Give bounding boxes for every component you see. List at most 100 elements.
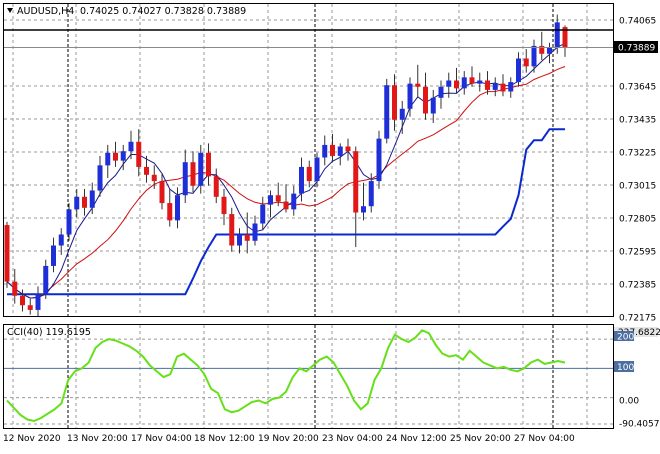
bull-candle-body	[74, 196, 80, 210]
bear-candle-body	[27, 305, 33, 310]
time-label: 13 Nov 20:00	[67, 434, 128, 444]
bear-candle-body	[20, 295, 25, 306]
cci-level-200-label: 200	[617, 333, 634, 343]
bull-candle-body	[337, 146, 343, 156]
cci-level-100-badge	[614, 361, 634, 372]
time-label: 18 Nov 12:00	[194, 434, 255, 444]
bull-candle-body	[182, 162, 188, 196]
price-tick: 0.73015	[619, 182, 656, 192]
bear-candle-body	[206, 152, 211, 177]
cci-tick: 227.6822	[618, 328, 660, 338]
bull-candle-body	[198, 152, 204, 186]
bull-candle-body	[51, 245, 56, 266]
bear-candle-body	[330, 144, 335, 156]
bear-candle-body	[12, 281, 18, 296]
bull-candle-body	[175, 195, 180, 221]
bear-candle-body	[144, 166, 149, 175]
bull-candle-body	[376, 138, 382, 182]
bear-candle-body	[190, 162, 196, 186]
bear-candle-body	[151, 174, 157, 182]
bull-candle-body	[361, 206, 366, 213]
bear-candle-body	[500, 83, 506, 92]
price-tick: 0.72805	[619, 215, 656, 225]
bull-candle-body	[438, 86, 444, 98]
bull-candle-body	[516, 58, 521, 83]
bear-candle-body	[244, 234, 250, 241]
bull-candle-body	[35, 294, 41, 310]
bull-candle-body	[554, 22, 560, 48]
bear-candle-body	[82, 196, 87, 208]
bear-candle-body	[353, 151, 359, 213]
time-label: 12 Nov 2020	[3, 434, 61, 444]
bull-candle-body	[407, 83, 413, 109]
bull-candle-body	[531, 45, 537, 67]
bear-candle-body	[415, 83, 421, 87]
price-layer	[4, 14, 613, 317]
bull-candle-body	[58, 234, 64, 246]
bear-candle-body	[392, 85, 397, 120]
bear-candle-body	[469, 77, 475, 84]
bull-candle-body	[430, 97, 436, 114]
cci-tick: -90.4057	[619, 420, 659, 430]
bear-candle-body	[4, 225, 10, 282]
cci-level-100-label: 100	[617, 363, 634, 373]
bear-candle-body	[136, 141, 142, 167]
ohlc-readout: 0.74025 0.74027 0.73828 0.73889	[80, 6, 246, 17]
price-tick: 0.73645	[619, 83, 656, 93]
bear-candle-body	[523, 58, 529, 67]
bull-candle-body	[492, 83, 498, 90]
bull-candle-body	[128, 141, 134, 152]
time-label: 19 Nov 20:00	[258, 434, 319, 444]
bull-candle-body	[508, 82, 514, 92]
bear-candle-body	[539, 45, 545, 54]
time-label: 17 Nov 04:00	[131, 434, 192, 444]
bear-candle-body	[454, 80, 459, 89]
bull-candle-body	[89, 190, 95, 208]
bull-candle-body	[237, 234, 242, 246]
bear-candle-body	[283, 201, 289, 210]
bull-candle-body	[260, 204, 266, 224]
bull-candle-body	[368, 181, 374, 207]
bear-candle-body	[167, 203, 173, 221]
price-axis: 0.74065 0.73645 0.73435 0.73225 0.73015 …	[619, 17, 656, 324]
bull-candle-body	[399, 108, 405, 120]
price-panel-frame	[3, 3, 614, 317]
bear-candle-body	[345, 146, 351, 152]
price-tick: 0.72385	[619, 281, 656, 291]
bear-candle-body	[423, 86, 428, 114]
indicator-axis: 227.6822 200 100 0.00 -90.4057	[614, 327, 660, 430]
bull-candle-body	[66, 209, 72, 235]
bull-candle-body	[547, 47, 552, 54]
price-tick: 0.73225	[619, 149, 656, 159]
price-tick: 0.73435	[619, 116, 656, 126]
bull-candle-body	[461, 77, 467, 89]
indicator-panel-frame	[3, 324, 614, 429]
bull-candle-body	[43, 265, 49, 295]
current-price-badge	[614, 41, 658, 53]
cci-label: CCI(40) 119.6195	[7, 327, 91, 338]
collapse-triangle-icon[interactable]	[7, 8, 13, 13]
bull-candle-body	[97, 165, 103, 191]
cci-layer	[6, 329, 566, 423]
time-label: 25 Nov 20:00	[450, 434, 511, 444]
price-tick: 0.74065	[619, 17, 656, 27]
trailing-stop-line	[7, 128, 565, 296]
bear-candle-body	[113, 152, 118, 161]
cci-max-tick-bg	[614, 327, 658, 337]
time-label: 23 Nov 04:00	[322, 434, 383, 444]
bull-candle-body	[291, 193, 297, 210]
bear-candle-body	[485, 80, 490, 90]
bear-candle-body	[306, 166, 312, 182]
time-label: 27 Nov 04:00	[514, 434, 575, 444]
symbol-timeframe: AUDUSD,H4	[17, 6, 74, 17]
bear-candle-body	[229, 214, 235, 246]
bear-candle-body	[562, 27, 568, 48]
bull-candle-body	[322, 144, 328, 158]
cci-level-200-badge	[614, 331, 634, 341]
bull-candle-body	[299, 166, 304, 194]
bull-candle-body	[384, 85, 390, 139]
current-price-label: 0.73889	[618, 44, 655, 54]
bull-candle-body	[105, 152, 111, 166]
